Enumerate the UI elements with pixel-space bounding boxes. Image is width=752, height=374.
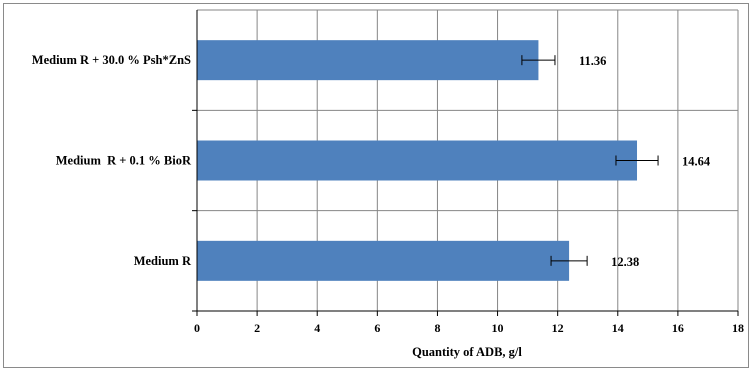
x-tick-label-10: 10 bbox=[492, 321, 504, 335]
x-tick-label-6: 6 bbox=[374, 321, 380, 335]
data-label-2: 11.36 bbox=[579, 54, 606, 68]
x-tick-label-4: 4 bbox=[314, 321, 320, 335]
category-label-1: Medium R + 0.1 % BioR bbox=[56, 154, 192, 168]
axes bbox=[192, 10, 739, 316]
data-label-1: 14.64 bbox=[682, 155, 711, 169]
error-bars bbox=[521, 55, 659, 266]
labels: 0 2 4 6 8 10 12 14 16 18 Medium R 12.38 Medium R + 0… bbox=[32, 53, 744, 335]
x-tick-label-18: 18 bbox=[732, 321, 744, 335]
x-tick-label-2: 2 bbox=[254, 321, 260, 335]
data-label-0: 12.38 bbox=[611, 255, 639, 269]
bars bbox=[197, 40, 638, 281]
x-tick-label-12: 12 bbox=[552, 321, 564, 335]
x-axis-title: Quantity of ADB, g/l bbox=[412, 345, 522, 359]
bar-2 bbox=[197, 40, 539, 81]
x-tick-label-0: 0 bbox=[194, 321, 200, 335]
x-tick-label-14: 14 bbox=[612, 321, 624, 335]
bar-1 bbox=[197, 140, 638, 181]
category-label-2: Medium R + 30.0 % Psh*ZnS bbox=[32, 53, 191, 67]
bar-0 bbox=[197, 240, 570, 281]
x-tick-label-16: 16 bbox=[672, 321, 684, 335]
x-tick-label-8: 8 bbox=[434, 321, 440, 335]
category-label-0: Medium R bbox=[134, 254, 192, 268]
